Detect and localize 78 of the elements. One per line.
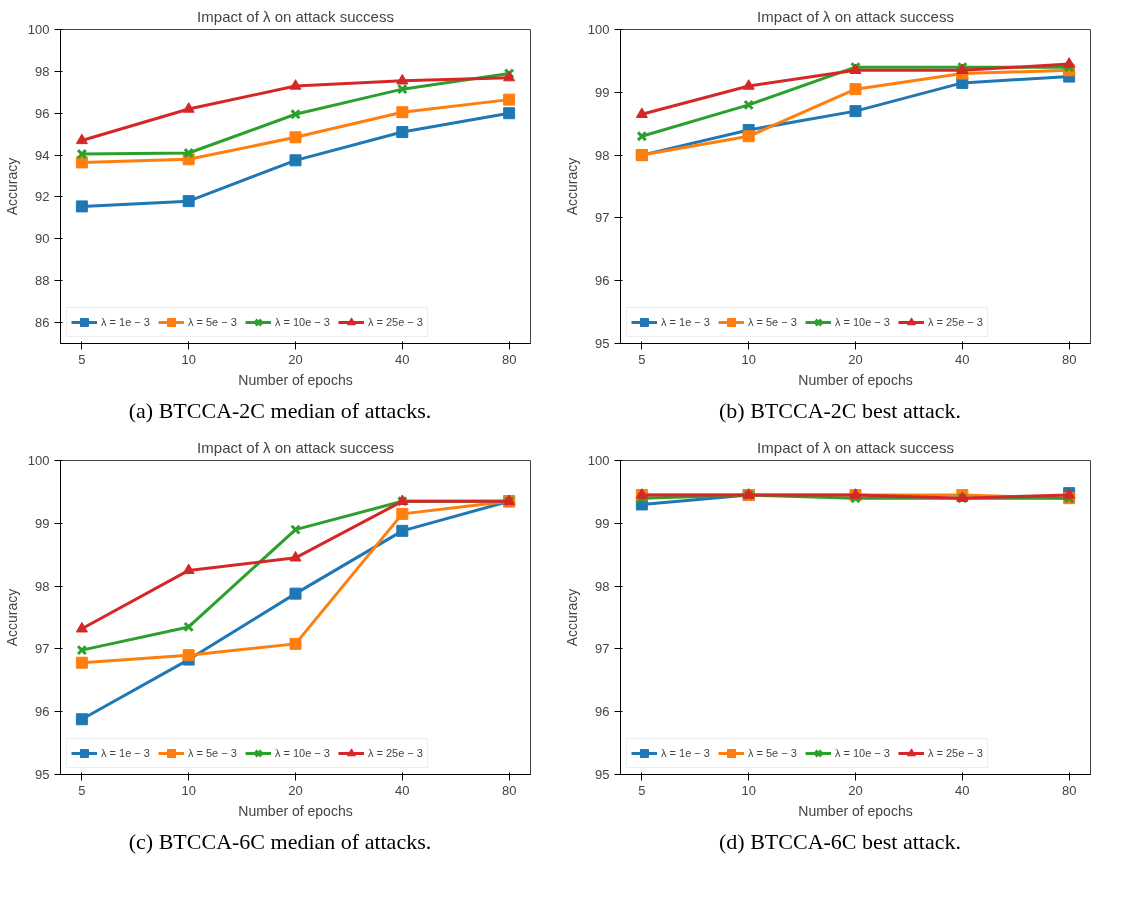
x-tick-label: 20: [848, 782, 863, 798]
text: (b) BTCCA-2C best attack.: [719, 397, 961, 425]
x-tick-label: 80: [501, 351, 517, 367]
chart-title: Impact of λ on attack success: [197, 438, 394, 456]
legend-label: λ = 10e − 3: [834, 747, 890, 760]
legend-label: λ = 10e − 3: [274, 316, 330, 328]
x-tick-label: 10: [741, 351, 756, 367]
y-tick-label: 98: [35, 579, 50, 595]
y-axis-title: Accuracy: [563, 157, 580, 216]
legend-label: λ = 5e − 3: [187, 747, 237, 760]
legend-label: λ = 10e − 3: [274, 747, 330, 760]
legend-label: λ = 1e − 3: [661, 316, 710, 328]
x-tick-label: 80: [1061, 782, 1077, 798]
text: (d) BTCCA-6C best attack.: [719, 828, 961, 857]
y-tick-label: 95: [595, 767, 610, 783]
x-tick-label: 40: [395, 351, 410, 367]
y-tick-label: 86: [35, 315, 50, 331]
y-tick-label: 100: [587, 22, 610, 37]
y-tick-label: 100: [587, 453, 610, 469]
legend-label: λ = 1e − 3: [661, 747, 710, 760]
y-tick-label: 99: [595, 516, 610, 532]
x-axis-title: Number of epochs: [238, 802, 353, 819]
y-tick-label: 99: [595, 84, 610, 100]
y-tick-label: 95: [35, 767, 50, 783]
x-tick-label: 20: [288, 351, 303, 367]
x-tick-label: 80: [1061, 351, 1077, 367]
legend-label: λ = 5e − 3: [187, 316, 237, 328]
y-axis-title: Accuracy: [3, 589, 20, 647]
y-tick-label: 96: [595, 273, 610, 289]
legend-label: λ = 1e − 3: [101, 747, 150, 760]
x-tick-label: 5: [638, 351, 646, 367]
y-tick-label: 92: [35, 189, 50, 205]
y-tick-label: 99: [35, 516, 50, 532]
y-tick-label: 100: [27, 453, 50, 469]
chart-title: Impact of λ on attack success: [757, 7, 954, 25]
legend-label: λ = 10e − 3: [834, 316, 890, 328]
text: (c) BTCCA-6C median of attacks.: [128, 828, 432, 857]
y-tick-label: 97: [595, 641, 610, 657]
x-tick-label: 5: [78, 351, 86, 367]
x-tick-label: 5: [78, 782, 86, 798]
y-axis-title: Accuracy: [3, 157, 20, 216]
x-axis-title: Number of epochs: [798, 802, 913, 819]
x-tick-label: 20: [288, 782, 303, 798]
y-tick-label: 88: [35, 273, 50, 289]
x-tick-label: 40: [955, 351, 970, 367]
legend-label: λ = 25e − 3: [367, 316, 423, 328]
legend-label: λ = 25e − 3: [927, 747, 983, 760]
x-tick-label: 80: [501, 782, 517, 798]
x-tick-label: 10: [741, 782, 756, 798]
y-tick-label: 96: [35, 105, 50, 121]
y-tick-label: 96: [35, 704, 50, 720]
legend-label: λ = 5e − 3: [747, 747, 797, 760]
y-tick-label: 94: [35, 147, 50, 163]
legend-label: λ = 5e − 3: [747, 316, 797, 328]
x-tick-label: 40: [955, 782, 970, 798]
y-axis-title: Accuracy: [563, 589, 580, 647]
y-tick-label: 90: [35, 231, 50, 247]
y-tick-label: 100: [27, 22, 50, 37]
x-axis-title: Number of epochs: [798, 371, 913, 388]
x-axis-title: Number of epochs: [238, 371, 353, 388]
y-tick-label: 96: [595, 704, 610, 720]
y-tick-label: 97: [595, 210, 610, 226]
x-tick-label: 10: [181, 351, 196, 367]
chart-title: Impact of λ on attack success: [757, 438, 954, 456]
text: (a) BTCCA-2C median of attacks.: [128, 397, 432, 425]
y-tick-label: 98: [595, 147, 610, 163]
y-tick-label: 98: [595, 579, 610, 595]
legend-label: λ = 25e − 3: [367, 747, 423, 760]
legend-label: λ = 1e − 3: [101, 316, 150, 328]
y-tick-label: 97: [35, 641, 50, 657]
x-tick-label: 5: [638, 782, 646, 798]
legend-label: λ = 25e − 3: [927, 316, 983, 328]
y-tick-label: 98: [35, 63, 50, 79]
x-tick-label: 20: [848, 351, 863, 367]
y-tick-label: 95: [595, 336, 610, 351]
x-tick-label: 10: [181, 782, 196, 798]
x-tick-label: 40: [395, 782, 410, 798]
chart-title: Impact of λ on attack success: [197, 7, 394, 25]
